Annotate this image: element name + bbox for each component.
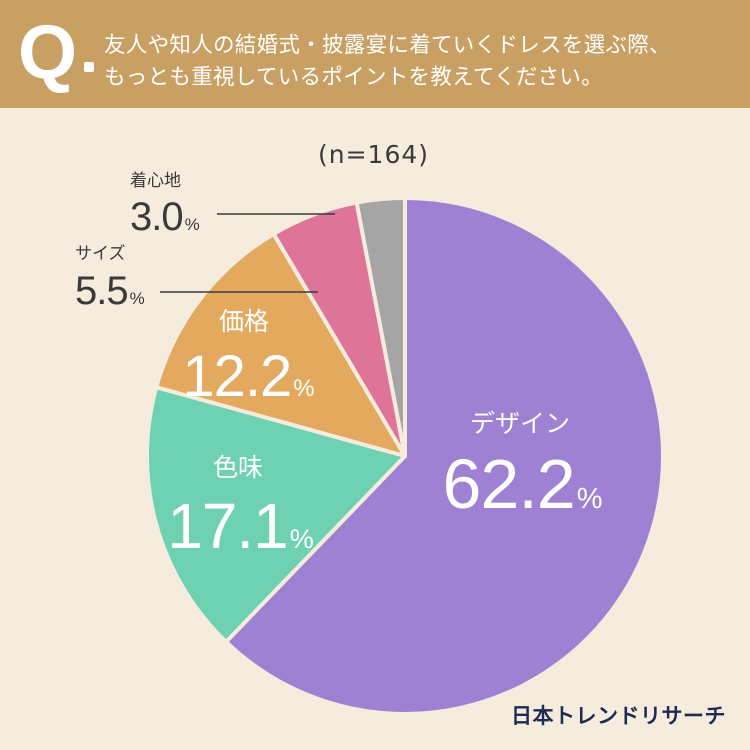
slice-value-2: 12.2% [182,344,314,409]
slice-value-3: 5.5% [75,269,145,313]
slice-value-1: 17.1% [167,490,314,562]
sample-size: (n=164) [318,140,430,169]
slice-label-1: 色味 [213,453,263,482]
slice-value-0: 62.2% [442,445,601,523]
pie-slice-0 [224,196,665,716]
slice-label-0: デザイン [470,409,570,438]
question-mark: Q [18,10,78,95]
question-text-line2: もっとも重視しているポイントを教えてください。 [104,65,604,90]
slice-label-4: 着心地 [130,171,181,191]
slice-label-2: 価格 [219,307,269,336]
slice-value-4: 3.0% [130,195,200,239]
pie-slice-4 [354,196,407,458]
question-header: Q 友人や知人の結婚式・披露宴に着ていくドレスを選ぶ際、 もっとも重視しているポ… [0,0,750,108]
question-mark-dot [84,62,94,72]
brand-logo: 日本トレンドリサーチ [511,704,726,728]
pie-slice-1 [145,385,407,644]
slice-label-3: サイズ [75,244,126,264]
question-text-line1: 友人や知人の結婚式・披露宴に着ていくドレスを選ぶ際、 [104,33,671,58]
pie-slice-2 [154,231,407,458]
